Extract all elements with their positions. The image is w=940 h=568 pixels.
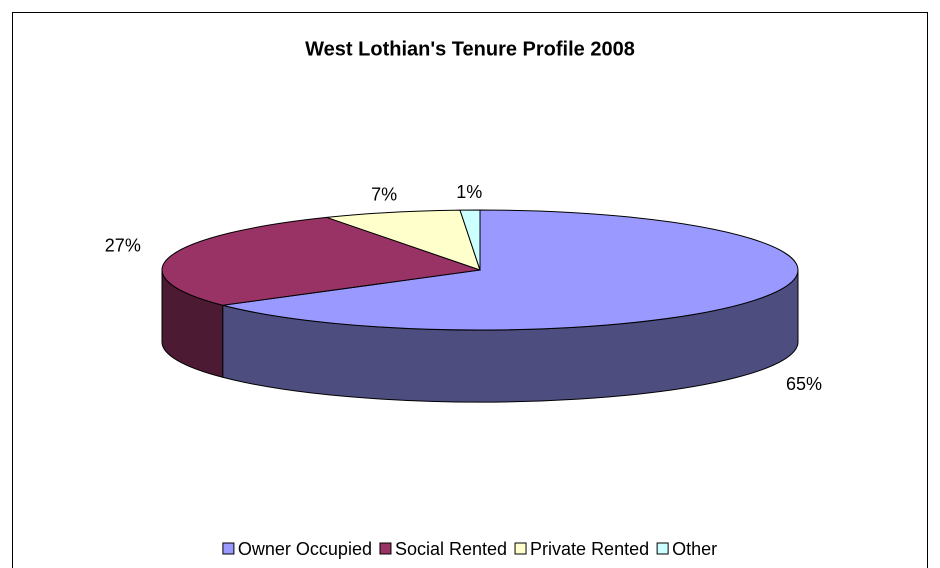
data-label: 1% [456, 182, 482, 202]
pie-slice [326, 209, 481, 271]
pie: 65% 27% 7% 1% [105, 182, 822, 403]
data-label: 7% [371, 184, 397, 204]
data-label: 65% [786, 374, 822, 394]
chart-title: West Lothian's Tenure Profile 2008 [305, 38, 635, 60]
legend: Owner Occupied Social Rented Private Rente… [222, 539, 717, 559]
data-label: 27% [105, 236, 141, 256]
legend-swatch [514, 542, 527, 555]
legend-swatch [379, 542, 392, 555]
pie-slice [161, 216, 481, 306]
pie-slice [222, 209, 799, 331]
legend-label: Private Rented [530, 539, 649, 559]
legend-label: Owner Occupied [238, 539, 372, 559]
pie-slice [459, 209, 481, 271]
legend-label: Social Rented [395, 539, 507, 559]
legend-swatch [656, 542, 669, 555]
legend-swatch [222, 542, 235, 555]
legend-label: Other [672, 539, 717, 559]
